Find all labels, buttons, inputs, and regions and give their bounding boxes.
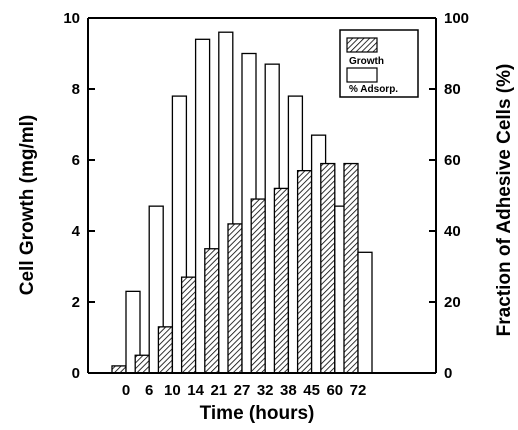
y-tick-label-10: 10 — [63, 10, 80, 27]
y2-tick-label-60: 60 — [444, 152, 461, 169]
bar-growth-32 — [250, 198, 266, 374]
y2-tick-label-20: 20 — [444, 294, 461, 311]
x-tick-label-21: 21 — [210, 382, 227, 399]
legend-label-growth: Growth — [349, 56, 384, 67]
y-tick-label-2: 2 — [72, 294, 80, 311]
y-tick-label-6: 6 — [72, 152, 80, 169]
y2-tick-label-80: 80 — [444, 81, 461, 98]
bar-growth-21 — [204, 248, 220, 374]
bar-growth-72 — [343, 162, 359, 374]
left-axis-ticks: 0 2 4 6 8 10 — [63, 10, 95, 382]
x-tick-label-0: 0 — [122, 382, 130, 399]
x-tick-label-45: 45 — [303, 382, 320, 399]
x-tick-label-38: 38 — [280, 382, 297, 399]
x-tick-label-60: 60 — [326, 382, 343, 399]
x-axis-title: Time (hours) — [200, 403, 315, 424]
right-axis-ticks: 0 20 40 60 80 100 — [429, 10, 469, 382]
bar-growth-45 — [296, 169, 313, 374]
legend: Growth % Adsorp. — [339, 29, 419, 98]
x-tick-label-10: 10 — [164, 382, 181, 399]
x-tick-label-72: 72 — [350, 382, 367, 399]
bar-growth-60 — [320, 162, 336, 374]
y2-tick-label-100: 100 — [444, 10, 469, 27]
bar-growth-6 — [134, 354, 150, 374]
legend-swatch-adsorp — [346, 67, 378, 83]
bar-adsorp-72 — [357, 251, 373, 374]
bars-group — [111, 31, 373, 374]
y2-tick-label-40: 40 — [444, 223, 461, 240]
axes-group — [87, 17, 437, 374]
y2-axis-title: Fraction of Adhesive Cells (%) — [494, 64, 515, 337]
x-tick-label-6: 6 — [145, 382, 153, 399]
x-tick-label-14: 14 — [187, 382, 204, 399]
legend-swatch-growth — [346, 37, 378, 53]
y-tick-label-4: 4 — [72, 223, 81, 240]
y-axis-title: Cell Growth (mg/ml) — [17, 115, 38, 296]
bar-growth-14 — [180, 276, 197, 374]
legend-label-adsorp: % Adsorp. — [349, 84, 398, 95]
bar-growth-38 — [273, 187, 290, 374]
bar-growth-27 — [227, 223, 243, 374]
x-axis-ticks: 0 6 10 14 21 27 32 38 45 60 72 — [122, 382, 367, 399]
x-tick-label-27: 27 — [234, 382, 251, 399]
y2-tick-label-0: 0 — [444, 365, 452, 382]
bar-growth-0 — [111, 365, 127, 374]
bar-growth-10 — [157, 326, 174, 374]
y-tick-label-8: 8 — [72, 81, 80, 98]
x-tick-label-32: 32 — [257, 382, 274, 399]
y-tick-label-0: 0 — [72, 365, 80, 382]
